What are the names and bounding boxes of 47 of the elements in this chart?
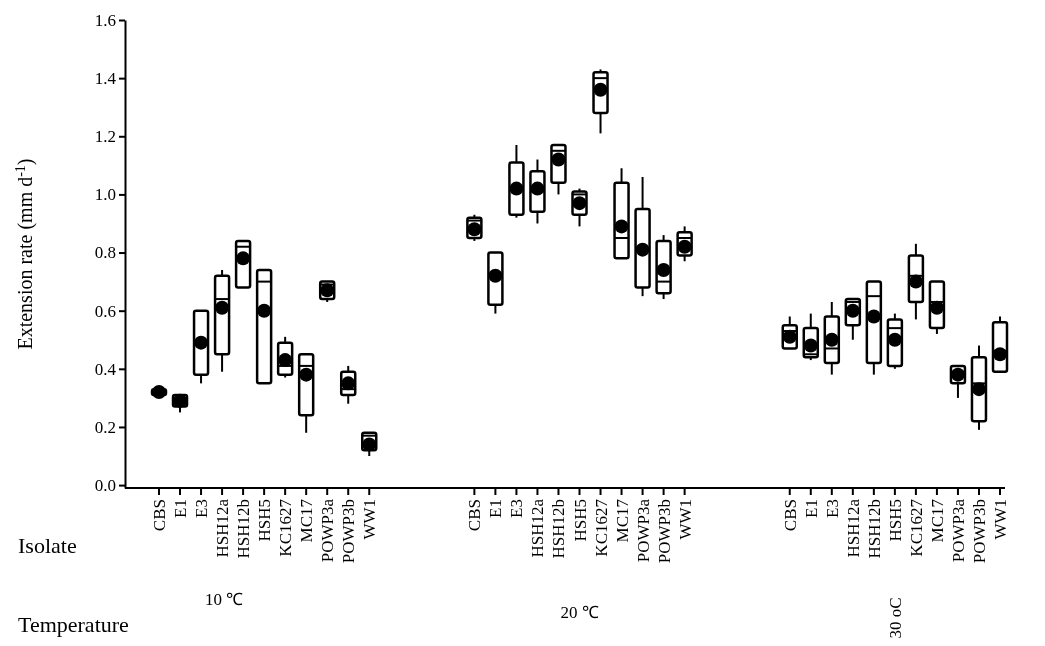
x-tick-label: CBS <box>780 499 800 532</box>
x-tick-label: E1 <box>486 499 506 518</box>
x-tick-label: HSH12b <box>549 499 569 559</box>
text: 20 ℃ <box>560 603 599 622</box>
x-tick-label: POWP3b <box>969 499 989 564</box>
x-tick-label: HSH12b <box>864 499 884 559</box>
y-tick-label: 1.2 <box>94 127 116 147</box>
y-tick-label: 1.0 <box>94 185 116 205</box>
x-tick-label: MC17 <box>297 498 317 543</box>
x-tick-label: WW1 <box>360 499 380 540</box>
x-tick-label: POWP3b <box>654 499 674 564</box>
x-tick-label: POWP3a <box>633 498 653 563</box>
x-tick-label: E3 <box>507 499 527 518</box>
x-tick-label: WW1 <box>991 499 1010 540</box>
text: Isolate <box>18 533 77 558</box>
x-tick-label: HSH12a <box>213 498 233 558</box>
x-tick-label: E1 <box>171 499 191 518</box>
y-tick-label: 0.0 <box>94 476 116 496</box>
x-tick-label: POWP3a <box>318 498 338 563</box>
x-tick-label: HSH12a <box>843 498 863 558</box>
x-tick-label: MC17 <box>612 498 632 543</box>
x-tick-label: E3 <box>192 499 212 518</box>
y-tick-label: 0.8 <box>94 243 116 263</box>
y-tick-label: 1.6 <box>94 10 116 30</box>
x-tick-label: WW1 <box>675 499 695 540</box>
y-tick-label: 1.4 <box>94 69 117 89</box>
x-tick-label: POWP3b <box>339 499 359 564</box>
text: Temperature <box>18 612 129 637</box>
x-tick-label: HSH5 <box>885 499 905 542</box>
x-tick-label: HSH5 <box>255 499 275 542</box>
x-tick-label: E1 <box>801 499 821 518</box>
x-tick-label: E3 <box>822 499 842 518</box>
text: 30 oC <box>885 597 905 639</box>
x-tick-label: CBS <box>465 499 485 532</box>
x-tick-label: HSH12a <box>528 498 548 558</box>
text: 10 ℃ <box>205 590 244 609</box>
x-tick-label: HSH5 <box>570 499 590 542</box>
y-tick-label: 0.2 <box>94 417 116 437</box>
x-tick-label: MC17 <box>927 498 947 543</box>
y-tick-label: 0.4 <box>94 359 117 379</box>
x-tick-label: POWP3a <box>948 498 968 563</box>
y-tick-label: 0.6 <box>94 301 116 321</box>
x-tick-label: CBS <box>150 499 169 532</box>
x-tick-label: KC1627 <box>276 498 296 557</box>
x-tick-label: HSH12b <box>234 499 254 559</box>
x-tick-label: KC1627 <box>906 498 926 557</box>
x-tick-label: KC1627 <box>591 498 611 557</box>
